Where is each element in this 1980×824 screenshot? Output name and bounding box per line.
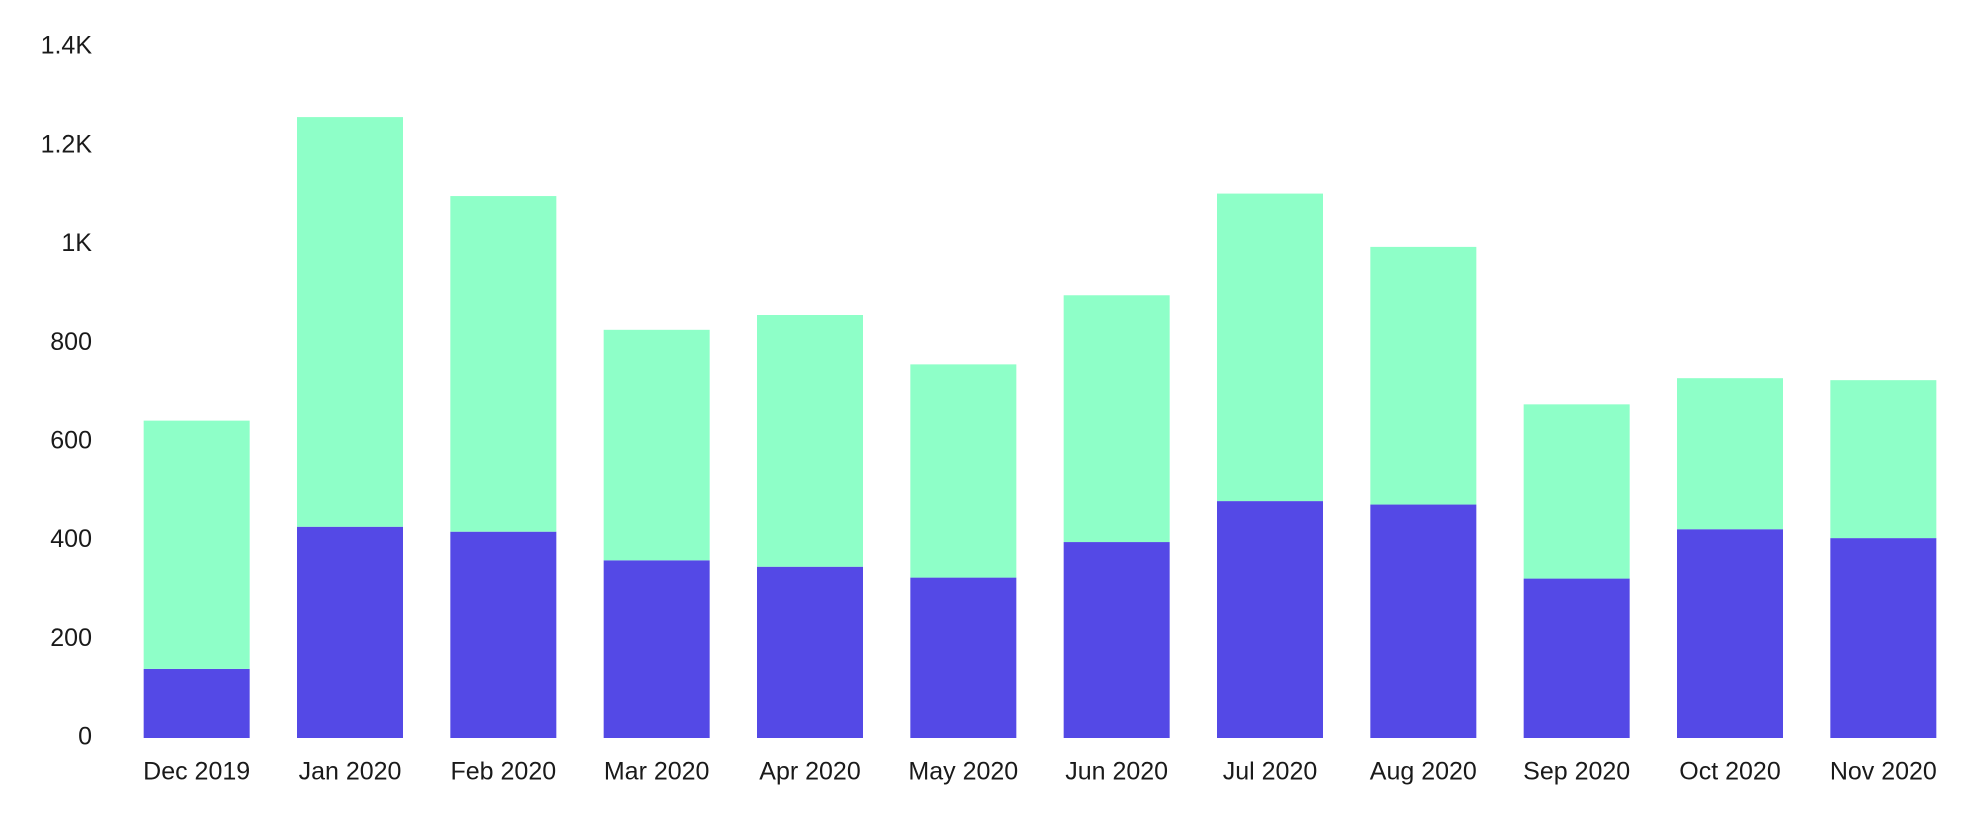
x-axis: Dec 2019 Jan 2020 Feb 2020 Mar 2020 Apr 2020…: [143, 758, 1937, 786]
bar-segment-bottom[interactable]: [1830, 538, 1937, 738]
bar-segment-top[interactable]: [1370, 246, 1477, 505]
bar-segment-bottom[interactable]: [143, 668, 250, 738]
x-tick-label: Jan 2020: [299, 758, 402, 786]
bar-segment-top[interactable]: [910, 364, 1017, 578]
x-tick-label: Feb 2020: [451, 758, 557, 786]
bar-segment-bottom[interactable]: [1063, 542, 1170, 738]
bar-segment-top[interactable]: [1677, 378, 1783, 530]
bar-segment-bottom[interactable]: [1217, 501, 1323, 738]
y-tick-label: 200: [50, 624, 92, 652]
x-tick-label: Jun 2020: [1065, 758, 1168, 786]
y-tick-label: 600: [50, 426, 92, 454]
x-tick-label: Sep 2020: [1523, 758, 1630, 786]
x-tick-label: May 2020: [908, 758, 1018, 786]
x-tick-label: Apr 2020: [759, 758, 860, 786]
x-tick-label: Mar 2020: [604, 758, 710, 786]
bar-segment-bottom[interactable]: [297, 526, 403, 738]
bar-segment-top[interactable]: [1523, 404, 1630, 579]
bar-segment-top[interactable]: [1063, 295, 1170, 543]
bar-segment-bottom[interactable]: [910, 577, 1017, 738]
x-tick-label: Dec 2019: [143, 758, 250, 786]
bar-segment-top[interactable]: [1217, 193, 1323, 502]
bar-segment-top[interactable]: [450, 196, 557, 532]
x-tick-label: Oct 2020: [1679, 758, 1780, 786]
bar-segment-top[interactable]: [603, 329, 710, 561]
bar-segment-top[interactable]: [143, 420, 250, 669]
y-axis: 0 200 400 600 800 1K 1.2K 1.4K: [41, 32, 93, 751]
x-tick-label: Nov 2020: [1830, 758, 1937, 786]
y-tick-label: 1.4K: [41, 32, 93, 60]
bar-segment-top[interactable]: [757, 315, 863, 567]
bar-segment-top[interactable]: [1830, 380, 1937, 539]
x-tick-label: Aug 2020: [1370, 758, 1477, 786]
bar-segment-bottom[interactable]: [1523, 578, 1630, 738]
y-tick-label: 1.2K: [41, 130, 93, 158]
y-tick-label: 0: [78, 723, 92, 751]
bar-segment-bottom[interactable]: [450, 531, 557, 738]
bar-segment-bottom[interactable]: [757, 566, 863, 738]
x-tick-label: Jul 2020: [1223, 758, 1318, 786]
y-tick-label: 800: [50, 328, 92, 356]
bar-segment-bottom[interactable]: [1370, 504, 1477, 738]
bar-segment-bottom[interactable]: [603, 560, 710, 738]
y-tick-label: 1K: [61, 229, 92, 257]
y-tick-label: 400: [50, 525, 92, 553]
bar-segment-bottom[interactable]: [1677, 529, 1783, 738]
bars-group: [143, 117, 1937, 738]
bar-segment-top[interactable]: [297, 117, 403, 527]
